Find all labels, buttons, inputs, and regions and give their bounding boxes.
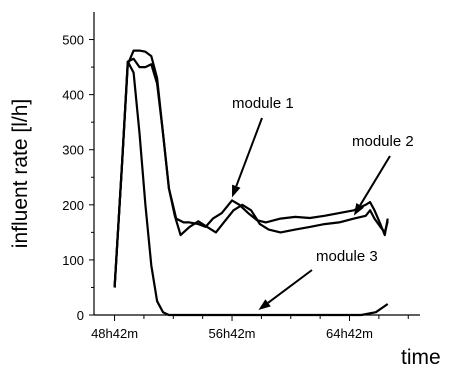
series-line-2 <box>113 57 389 288</box>
x-tick-label: 48h42m <box>91 326 138 341</box>
y-ticks: 0 100 200 300 400 500 <box>62 33 94 323</box>
series-group <box>113 49 389 317</box>
x-axis-title: time <box>401 346 441 369</box>
annotation-arrow-head <box>353 202 364 216</box>
x-tick-label: 64h42m <box>326 326 373 341</box>
series-line-3 <box>113 60 389 317</box>
annotation-label: module 1 <box>232 95 294 112</box>
annotations: module 1 module 2 module 3 <box>232 95 414 310</box>
y-tick-label: 0 <box>77 308 84 323</box>
y-tick-label: 300 <box>62 143 84 158</box>
x-ticks: 48h42m 56h42m 64h42m <box>91 315 409 341</box>
annotation-label: module 2 <box>352 133 414 150</box>
annotation-arrow-line <box>359 155 391 206</box>
y-tick-label: 400 <box>62 88 84 103</box>
y-axis-title: influent rate [l/h] <box>9 99 32 248</box>
x-tick-label: 56h42m <box>209 326 256 341</box>
y-tick-label: 200 <box>62 198 84 213</box>
annotation-arrow-line <box>235 117 263 187</box>
annotation-label: module 3 <box>316 248 378 265</box>
annotation-arrow-head <box>258 299 271 310</box>
annotation-arrow-head <box>232 184 241 198</box>
y-tick-label: 100 <box>62 253 84 268</box>
y-tick-label: 500 <box>62 33 84 48</box>
annotation-arrow-line <box>267 269 313 304</box>
